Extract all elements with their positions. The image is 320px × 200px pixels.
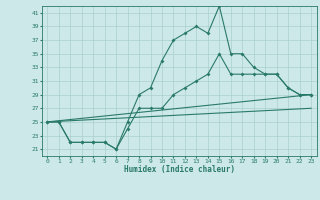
X-axis label: Humidex (Indice chaleur): Humidex (Indice chaleur)	[124, 165, 235, 174]
